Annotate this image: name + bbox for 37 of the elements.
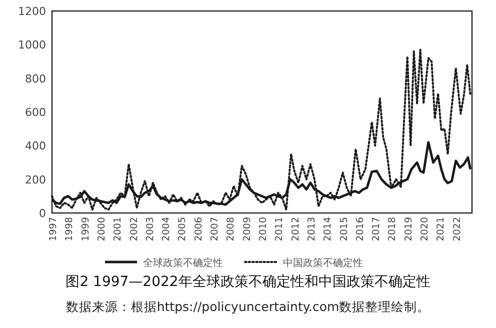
y-tick-label: 400 xyxy=(25,140,46,153)
x-tick-label: 2022 xyxy=(452,217,463,242)
x-tick-label: 1999 xyxy=(80,217,92,242)
x-tick-label: 2013 xyxy=(306,217,318,242)
x-tick-label: 2009 xyxy=(242,217,253,242)
x-tick-label: 2017 xyxy=(371,217,382,242)
x-tick-label: 2012 xyxy=(290,217,302,242)
x-tick-label: 2014 xyxy=(322,217,334,242)
x-tick-label: 1997 xyxy=(48,217,59,242)
x-tick-label: 2002 xyxy=(128,217,140,242)
x-tick-label: 2020 xyxy=(420,217,431,242)
legend-label: 中国政策不确定性 xyxy=(283,257,363,269)
x-tick-label: 2016 xyxy=(354,217,366,242)
x-tick-label: 2006 xyxy=(193,217,204,242)
x-tick-label: 2018 xyxy=(387,217,398,242)
x-tick-label: 2011 xyxy=(274,217,286,242)
x-tick-label: 2005 xyxy=(177,217,188,242)
x-tick-label: 2021 xyxy=(436,217,447,242)
y-tick-label: 0 xyxy=(39,207,46,220)
x-tick-label: 1998 xyxy=(64,217,76,242)
y-tick-label: 600 xyxy=(25,106,46,119)
y-tick-label: 200 xyxy=(25,173,46,186)
x-tick-label: 2010 xyxy=(258,217,269,242)
text: 图2 1997—2022年全球政策不确定性和中国政策不确定性 xyxy=(66,274,430,290)
x-tick-label: 2019 xyxy=(403,217,414,242)
y-tick-label: 1200 xyxy=(18,5,46,18)
x-tick-label: 2000 xyxy=(96,217,108,242)
x-tick-label: 2004 xyxy=(161,217,172,242)
x-tick-label: 2007 xyxy=(210,217,221,242)
y-tick-label: 1000 xyxy=(18,38,46,52)
x-tick-label: 2003 xyxy=(144,217,156,242)
legend-label: 全球政策不确定性 xyxy=(143,257,223,269)
x-tick-label: 2008 xyxy=(226,217,237,242)
x-tick-label: 2015 xyxy=(338,217,350,242)
source-note: 数据来源：根据https://policyuncertainty.com数据整理绘制。 xyxy=(66,299,430,314)
y-tick-label: 800 xyxy=(25,72,46,86)
x-tick-label: 2001 xyxy=(112,217,124,242)
